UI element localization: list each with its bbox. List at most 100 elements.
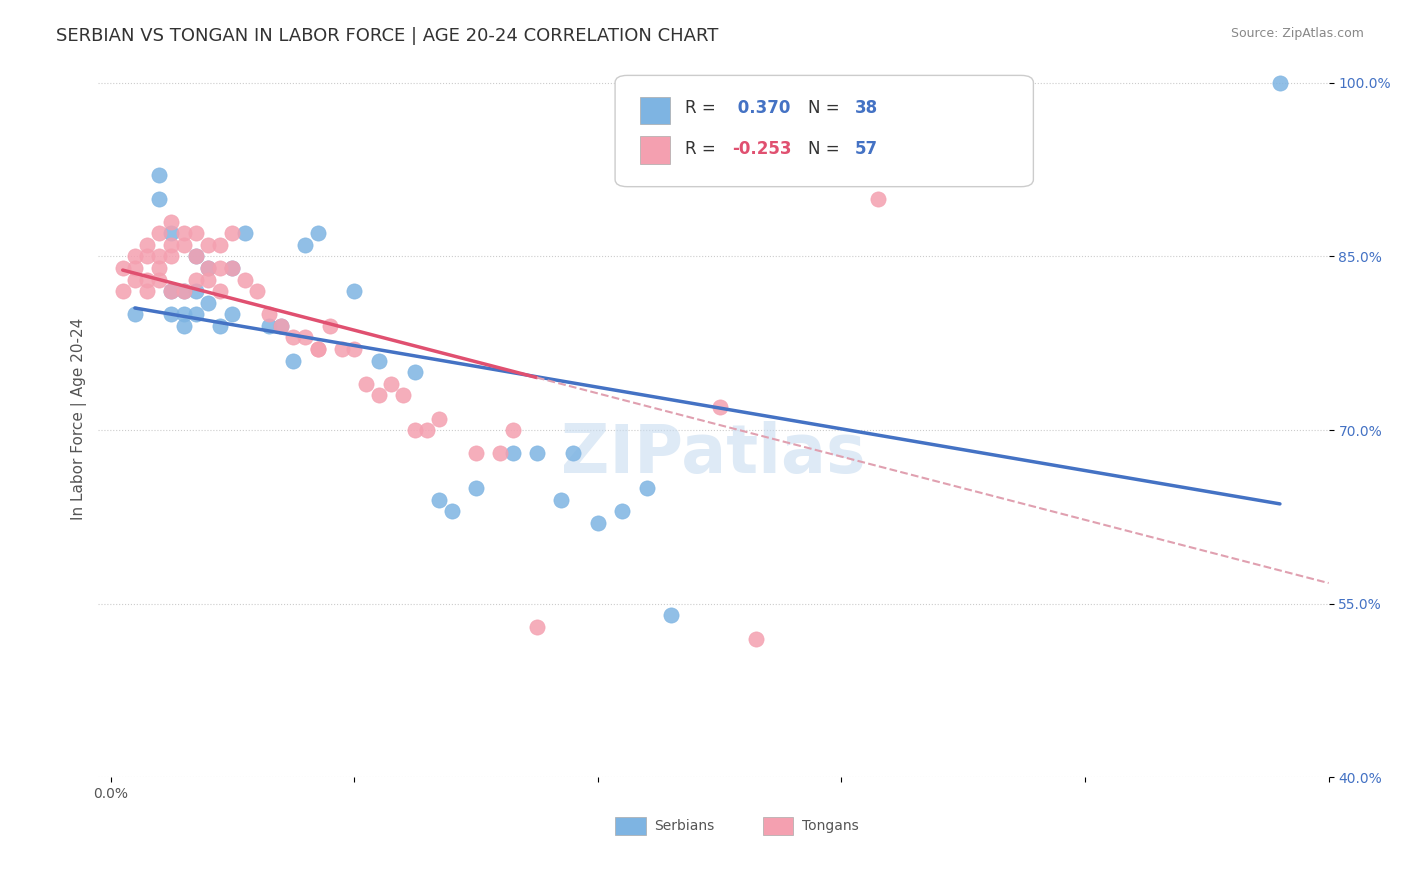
Point <box>233 272 256 286</box>
Point <box>404 423 426 437</box>
Point <box>160 284 183 298</box>
Point <box>307 342 329 356</box>
Text: Tongans: Tongans <box>801 819 859 832</box>
Point <box>173 318 195 333</box>
Point <box>148 272 170 286</box>
Text: 0.370: 0.370 <box>733 99 790 118</box>
Text: 38: 38 <box>855 99 879 118</box>
Point <box>270 318 292 333</box>
Point <box>526 446 548 460</box>
Point <box>356 376 378 391</box>
Point <box>209 237 232 252</box>
Bar <box>762 817 793 835</box>
Point <box>257 307 280 321</box>
Point <box>367 353 389 368</box>
Point <box>502 423 524 437</box>
Point <box>429 411 451 425</box>
Point <box>184 249 207 263</box>
Bar <box>640 136 671 164</box>
Point <box>148 227 170 241</box>
Point <box>184 284 207 298</box>
Point <box>209 284 232 298</box>
Point <box>148 192 170 206</box>
Point <box>136 284 159 298</box>
Point <box>489 446 512 460</box>
Point <box>380 376 402 391</box>
Point <box>160 215 183 229</box>
Point <box>221 227 243 241</box>
Point <box>124 307 146 321</box>
Text: Source: ZipAtlas.com: Source: ZipAtlas.com <box>1230 27 1364 40</box>
Point <box>197 260 219 275</box>
Point <box>562 446 585 460</box>
Point <box>111 284 134 298</box>
Point <box>111 260 134 275</box>
Text: SERBIAN VS TONGAN IN LABOR FORCE | AGE 20-24 CORRELATION CHART: SERBIAN VS TONGAN IN LABOR FORCE | AGE 2… <box>56 27 718 45</box>
Point <box>294 237 316 252</box>
Point <box>160 307 183 321</box>
Point <box>283 330 305 344</box>
Text: -0.253: -0.253 <box>733 140 792 159</box>
Point <box>173 284 195 298</box>
Point <box>246 284 269 298</box>
Point <box>343 284 366 298</box>
Point <box>392 388 415 402</box>
Point <box>160 284 183 298</box>
Point <box>197 237 219 252</box>
Point <box>550 492 572 507</box>
Point <box>221 260 243 275</box>
FancyBboxPatch shape <box>614 76 1033 186</box>
Point <box>184 227 207 241</box>
Point <box>330 342 353 356</box>
Point <box>148 260 170 275</box>
Text: N =: N = <box>808 140 845 159</box>
Point <box>148 169 170 183</box>
Point <box>136 237 159 252</box>
Point <box>197 260 219 275</box>
Point <box>221 307 243 321</box>
Point <box>184 272 207 286</box>
Point <box>465 446 488 460</box>
Text: R =: R = <box>685 99 721 118</box>
Point <box>136 249 159 263</box>
Point <box>173 237 195 252</box>
Text: 57: 57 <box>855 140 879 159</box>
Point <box>184 307 207 321</box>
Point <box>440 504 463 518</box>
Point <box>610 504 633 518</box>
Point <box>709 400 731 414</box>
Point <box>307 227 329 241</box>
Point <box>636 481 658 495</box>
Point <box>173 284 195 298</box>
Point <box>197 295 219 310</box>
Point <box>745 632 768 646</box>
Point <box>124 260 146 275</box>
Point <box>526 620 548 634</box>
Point <box>659 608 682 623</box>
Text: ZIPatlas: ZIPatlas <box>561 421 866 487</box>
Point <box>830 157 852 171</box>
Point <box>294 330 316 344</box>
Point <box>173 227 195 241</box>
Point <box>416 423 439 437</box>
Text: R =: R = <box>685 140 721 159</box>
Point <box>124 272 146 286</box>
Bar <box>640 97 671 124</box>
Point <box>1268 76 1291 90</box>
Point <box>209 260 232 275</box>
Point <box>148 249 170 263</box>
Point <box>307 342 329 356</box>
Point <box>283 353 305 368</box>
Point <box>221 260 243 275</box>
Point <box>270 318 292 333</box>
Point <box>343 342 366 356</box>
Point <box>209 318 232 333</box>
Text: N =: N = <box>808 99 845 118</box>
Bar <box>614 817 645 835</box>
Point <box>866 192 889 206</box>
Point <box>160 227 183 241</box>
Point <box>160 237 183 252</box>
Point <box>586 516 609 530</box>
Point <box>173 307 195 321</box>
Point <box>367 388 389 402</box>
